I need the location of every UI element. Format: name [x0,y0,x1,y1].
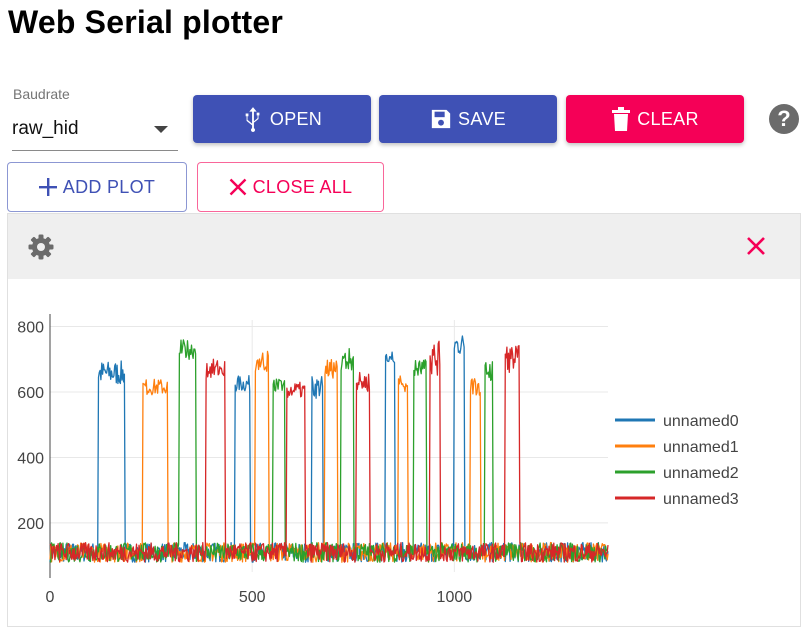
clear-button[interactable]: CLEAR [566,95,744,143]
plot-panel: 200 400 600 800 0 500 1000 unnamed0 unnamed1 unna… [7,213,801,627]
legend-label-unnamed2: unnamed2 [663,465,739,482]
page-title: Web Serial plotter [8,4,284,40]
x-tick-label: 500 [239,589,266,606]
help-icon[interactable]: ? [769,104,799,134]
y-tick-label: 600 [17,385,44,402]
y-tick-label: 200 [17,516,44,533]
legend-label-unnamed1: unnamed1 [663,439,739,456]
trash-icon [612,107,631,131]
close-plot-icon[interactable] [746,236,766,256]
baudrate-label: Baudrate [13,86,70,102]
save-button[interactable]: SAVE [379,95,557,143]
series-line-unnamed3 [49,340,609,563]
usb-icon [245,107,260,132]
add-plot-button[interactable]: ADD PLOT [7,162,187,212]
x-tick-label: 1000 [437,589,473,606]
series-line-unnamed1 [49,350,609,563]
save-label: SAVE [458,108,506,129]
y-tick-label: 800 [17,320,44,337]
floppy-icon [431,109,451,129]
gear-icon[interactable] [28,234,54,260]
baudrate-value[interactable]: raw_hid [12,118,79,139]
clear-label: CLEAR [637,108,699,129]
plot-chart: 200 400 600 800 0 500 1000 unnamed0 unnamed1 unna… [17,314,739,606]
close-all-label: CLOSE ALL [252,176,353,197]
open-label: OPEN [269,108,323,129]
plot-panel-header [8,214,800,279]
close-icon [229,178,246,196]
y-tick-label: 400 [17,450,44,467]
close-all-button[interactable]: CLOSE ALL [197,162,384,212]
plus-icon [38,178,57,196]
chevron-down-icon[interactable] [154,126,168,133]
baudrate-select[interactable]: Baudrate raw_hid [12,86,178,151]
open-button[interactable]: OPEN [193,95,371,143]
x-tick-label: 0 [46,589,55,606]
add-plot-label: ADD PLOT [62,176,156,197]
legend-label-unnamed3: unnamed3 [663,491,739,508]
legend-label-unnamed0: unnamed0 [663,413,739,430]
